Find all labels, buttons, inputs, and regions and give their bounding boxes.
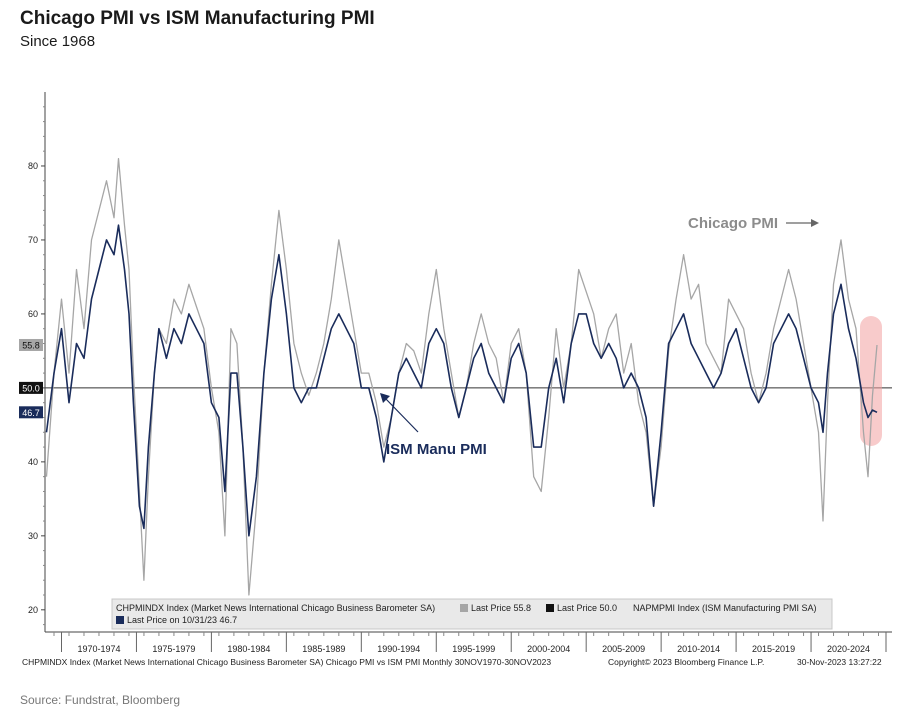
y-tick-label: 20 bbox=[28, 605, 38, 615]
legend-swatch-reference bbox=[546, 604, 554, 612]
y-tick-label: 80 bbox=[28, 161, 38, 171]
x-tick-label: 1970-1974 bbox=[77, 644, 120, 654]
legend-swatch-ism bbox=[116, 616, 124, 624]
legend-last-chicago: Last Price 55.8 bbox=[471, 603, 531, 613]
legend-index-chicago: CHPMINDX Index (Market News Internationa… bbox=[116, 603, 435, 613]
footer-left: CHPMINDX Index (Market News Internationa… bbox=[22, 657, 551, 667]
axis-layer: 203040506070801970-19741975-19791980-198… bbox=[19, 92, 892, 654]
legend-index-ism: NAPMPMI Index (ISM Manufacturing PMI SA) bbox=[633, 603, 817, 613]
footer-timestamp: 30-Nov-2023 13:27:22 bbox=[797, 657, 882, 667]
x-tick-label: 1990-1994 bbox=[377, 644, 420, 654]
legend-swatch-chicago bbox=[460, 604, 468, 612]
x-tick-label: 2000-2004 bbox=[527, 644, 570, 654]
annotation-ism: ISM Manu PMI bbox=[386, 441, 487, 458]
last-value-badge-chicago-label: 55.8 bbox=[22, 340, 40, 350]
footer-copyright: Copyright© 2023 Bloomberg Finance L.P. bbox=[608, 657, 764, 667]
x-tick-label: 1980-1984 bbox=[227, 644, 270, 654]
x-tick-label: 1975-1979 bbox=[152, 644, 195, 654]
last-value-badge-ism-label: 46.7 bbox=[22, 408, 40, 418]
series-layer bbox=[45, 157, 878, 596]
x-tick-label: 2010-2014 bbox=[677, 644, 720, 654]
chart-subtitle: Since 1968 bbox=[20, 33, 96, 50]
y-tick-label: 40 bbox=[28, 457, 38, 467]
y-tick-label: 70 bbox=[28, 235, 38, 245]
last-value-badge-reference-label: 50.0 bbox=[22, 383, 40, 393]
series-line-chicago bbox=[45, 157, 878, 596]
annotation-ism-arrowhead bbox=[380, 393, 390, 403]
series-line-ism bbox=[45, 224, 878, 537]
legend-last-ism: Last Price on 10/31/23 46.7 bbox=[127, 615, 237, 625]
legend-last-reference: Last Price 50.0 bbox=[557, 603, 617, 613]
annotation-chicago-arrowhead bbox=[811, 219, 819, 227]
last-value-badge-ism bbox=[19, 406, 43, 419]
annotation-chicago: Chicago PMI bbox=[688, 215, 778, 232]
y-tick-label: 30 bbox=[28, 531, 38, 541]
x-tick-label: 2015-2019 bbox=[752, 644, 795, 654]
source-note: Source: Fundstrat, Bloomberg bbox=[20, 693, 181, 707]
y-tick-label: 60 bbox=[28, 309, 38, 319]
legend-box bbox=[111, 598, 833, 630]
annotation-ism-arrow bbox=[384, 397, 419, 433]
x-tick-label: 1995-1999 bbox=[452, 644, 495, 654]
x-tick-label: 1985-1989 bbox=[302, 644, 345, 654]
x-tick-label: 2020-2024 bbox=[827, 644, 870, 654]
x-tick-label: 2005-2009 bbox=[602, 644, 645, 654]
chart-title: Chicago PMI vs ISM Manufacturing PMI bbox=[20, 8, 375, 29]
last-value-badge-chicago bbox=[19, 338, 43, 351]
last-value-badge-reference bbox=[19, 381, 43, 394]
